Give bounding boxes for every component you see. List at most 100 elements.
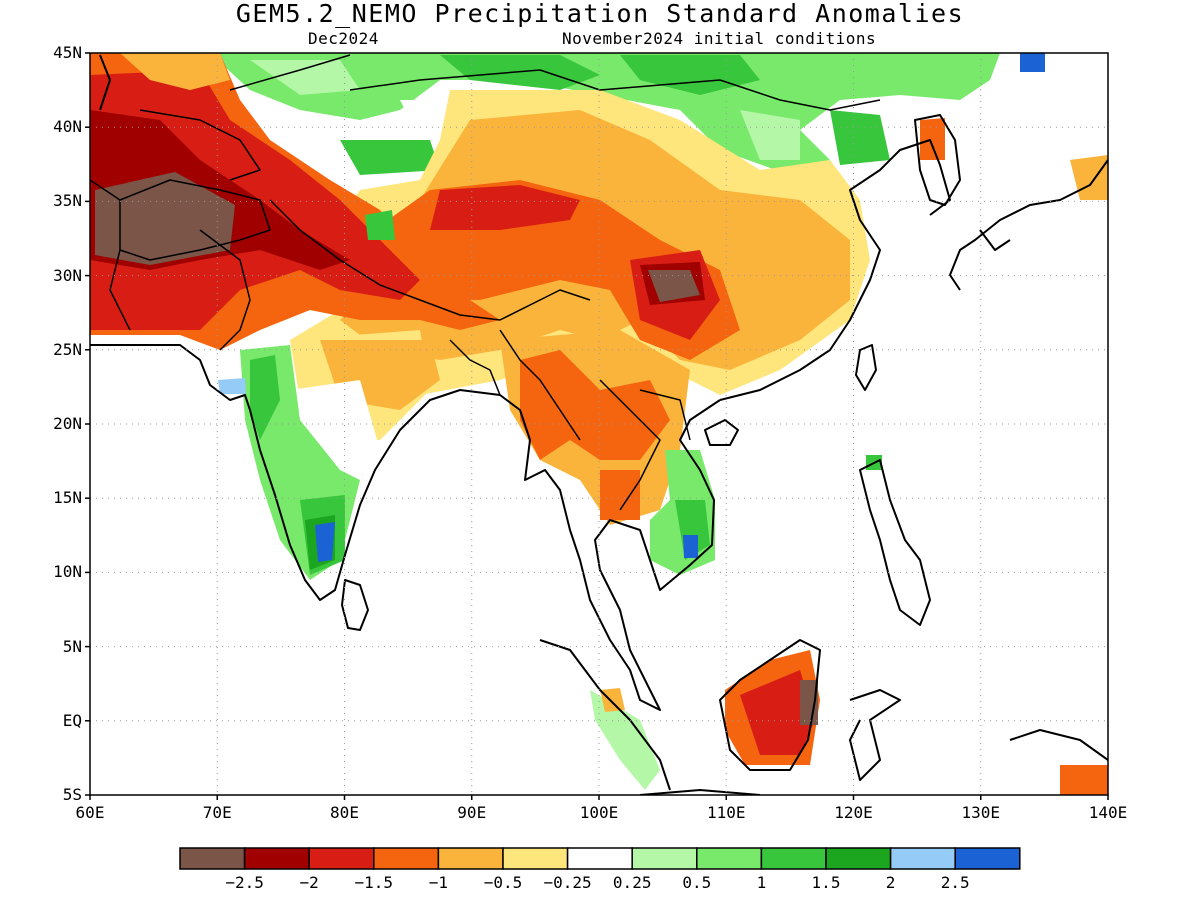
light-positive-north (250, 60, 360, 95)
coastline-china (719, 139, 951, 401)
lon-tick-label: 80E (330, 803, 359, 822)
colorbar-swatch (889, 847, 956, 870)
positive-anomaly-core-north (440, 55, 600, 90)
colorbar-tick-label: 0.5 (682, 873, 712, 892)
severe-negative-borneo (740, 670, 815, 755)
lat-tick-label: 20N (53, 414, 82, 433)
colorbar-swatch (825, 847, 892, 870)
negative-anomaly-japan (1070, 155, 1108, 200)
colorbar-swatch (502, 847, 569, 870)
axis-ticks (85, 52, 1109, 800)
coastline-borneo (719, 639, 821, 771)
positive-anomaly-tibet-spot (365, 210, 395, 240)
coastline-japan (949, 159, 1108, 291)
heavy-positive-south-india (315, 522, 335, 562)
chart-title: GEM5.2_NEMO Precipitation Standard Anoma… (235, 0, 965, 28)
negative-anomaly-new-guinea (1060, 765, 1108, 795)
coastline-arabia-iran (90, 344, 251, 411)
exceptional-negative-sichuan (648, 270, 700, 302)
colorbar-swatch (696, 847, 763, 870)
negative-anomaly-korea (920, 118, 945, 160)
colorbar-tick-label: −0.25 (543, 873, 592, 892)
lat-tick-label: EQ (62, 710, 82, 730)
border-bangladesh (449, 339, 501, 396)
coastline-caspian (99, 54, 111, 111)
heavy-positive-vietnam (683, 535, 698, 558)
border-central-asia (139, 109, 261, 181)
light-positive-gujarat (218, 378, 246, 394)
colorbar-swatch (179, 847, 246, 870)
lon-tick-label: 70E (202, 803, 232, 822)
positive-anomaly-region-mongolia (210, 53, 1000, 175)
lat-tick-label: 5S (62, 785, 82, 804)
colorbar-tick-label: −0.5 (483, 873, 523, 892)
coastline-new-guinea (1009, 729, 1108, 761)
colorbar-swatch (437, 847, 504, 870)
valid-month-label: Dec2024 (308, 29, 379, 48)
lat-tick-label: 5N (62, 636, 82, 656)
coastline-sri-lanka (341, 579, 369, 631)
lon-tick-label: 120E (834, 803, 873, 822)
moderate-negative-sumatra (600, 688, 625, 712)
lat-tick-label: 15N (53, 488, 82, 508)
lat-tick-label: 25N (53, 339, 82, 359)
lon-tick-label: 100E (579, 803, 619, 822)
border-thailand-laos (599, 379, 661, 511)
positive-anomaly-western-india-core (250, 355, 280, 440)
lat-tick-label: 45N (53, 43, 82, 62)
colorbar-tick-label: 0.25 (612, 873, 652, 892)
country-borders (90, 54, 881, 511)
positive-anomaly-core-north-2 (620, 55, 760, 95)
colorbar-swatch (631, 847, 698, 870)
colorbar-tick-label: 1 (756, 873, 767, 892)
coastline-sumatra (539, 639, 671, 791)
coastline-taiwan (855, 344, 877, 391)
colorbar-tick-label: −2 (299, 873, 319, 892)
lon-tick-label: 110E (706, 803, 746, 822)
initial-conditions-label: November2024 initial conditions (562, 29, 877, 48)
colorbar-tick-label: −1.5 (354, 873, 394, 892)
light-positive-north-2 (740, 110, 800, 160)
colorbar-swatch (308, 847, 375, 870)
positive-anomaly-sumatra (590, 690, 660, 790)
border-himalaya (269, 199, 591, 321)
coastline-java (639, 789, 761, 795)
lon-tick-label: 90E (457, 803, 487, 822)
border-iran (90, 179, 131, 331)
colorbar-swatch (243, 847, 310, 870)
grid-lines (90, 53, 1108, 795)
colorbar-tick-label: −2.5 (225, 873, 264, 892)
border-vietnam (639, 389, 691, 441)
positive-anomaly-core-north-3 (340, 140, 440, 175)
lat-tick-label: 35N (53, 191, 82, 211)
lat-tick-label: 10N (53, 562, 82, 582)
coastlines (90, 54, 1108, 795)
coastline-korea (914, 114, 961, 206)
border-afghanistan (119, 179, 271, 261)
colorbar-swatch (566, 847, 633, 870)
coastline-sulawesi (849, 689, 901, 781)
border-pakistan-india (199, 229, 251, 351)
colorbar-tick-label: 1.5 (811, 873, 841, 892)
lon-tick-label: 60E (75, 803, 105, 822)
positive-anomaly-ne-asia (1020, 53, 1045, 72)
lon-tick-label: 140E (1088, 803, 1128, 822)
coastline-philippines (859, 459, 931, 626)
lon-tick-label: 130E (961, 803, 1001, 822)
coastline-india (249, 389, 501, 601)
border-myanmar (499, 329, 581, 441)
coastline-burma-malaya (499, 394, 721, 711)
coastline-hainan (704, 419, 739, 446)
positive-anomaly-core-korea (830, 110, 890, 165)
border-china-mongolia (229, 54, 881, 111)
colorbar-swatch (373, 847, 440, 870)
strong-negative-laos (600, 470, 640, 520)
anomaly-shading (90, 53, 1108, 795)
colorbar-swatch (760, 847, 827, 870)
lat-tick-label: 30N (53, 265, 82, 285)
lat-tick-label: 40N (53, 117, 82, 137)
strong-negative-indochina (520, 350, 670, 460)
colorbar-swatch (954, 847, 1021, 870)
